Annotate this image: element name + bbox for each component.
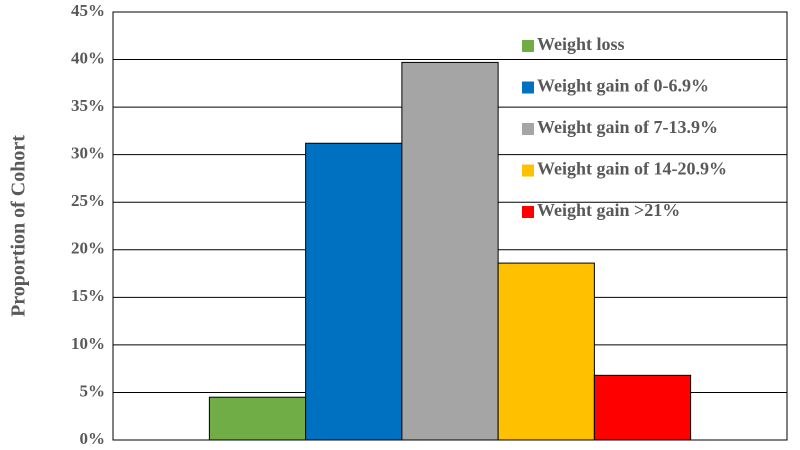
y-tick-label: 0% <box>80 429 106 448</box>
legend-swatch <box>522 164 534 177</box>
y-tick-label: 5% <box>80 381 106 400</box>
y-tick-label: 35% <box>71 96 105 115</box>
legend-swatch <box>522 123 534 135</box>
y-tick-label: 15% <box>71 286 105 305</box>
y-tick-label: 45% <box>71 1 105 20</box>
legend-swatch <box>522 206 534 218</box>
bar <box>497 262 595 441</box>
legend-swatch <box>522 40 534 52</box>
legend-label: Weight gain of 0-6.9% <box>537 76 709 96</box>
y-tick-label: 10% <box>71 334 105 353</box>
y-tick-label: 20% <box>71 239 105 258</box>
y-tick-label: 25% <box>71 191 105 210</box>
legend-label: Weight gain >21% <box>537 200 680 220</box>
bar <box>208 396 307 441</box>
legend-label: Weight gain of 7-13.9% <box>537 117 718 137</box>
legend-swatch <box>522 81 534 94</box>
y-tick-label: 30% <box>71 144 105 163</box>
bar <box>401 61 499 441</box>
legend-label: Weight gain of 14-20.9% <box>537 159 727 179</box>
y-tick-label: 40% <box>71 48 105 67</box>
legend-label: Weight loss <box>537 34 625 54</box>
y-axis-label: Proportion of Cohort <box>8 135 30 317</box>
bar <box>593 374 692 441</box>
bar <box>305 142 403 441</box>
